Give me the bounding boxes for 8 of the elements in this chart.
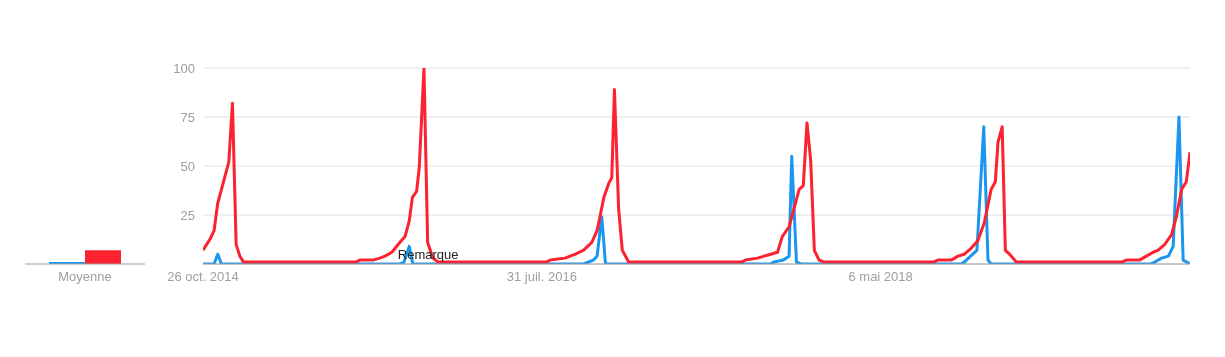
x-tick-label: 31 juil. 2016 <box>506 269 577 285</box>
x-tick-label: 6 mai 2018 <box>848 269 913 285</box>
y-tick-label: 75 <box>180 109 195 125</box>
x-tick-label: 26 oct. 2014 <box>167 269 239 285</box>
x-tick-label: Moyenne <box>58 269 112 285</box>
y-tick-label: 50 <box>180 158 195 174</box>
y-tick-label: 100 <box>173 60 195 76</box>
y-tick-label: 25 <box>180 207 195 223</box>
